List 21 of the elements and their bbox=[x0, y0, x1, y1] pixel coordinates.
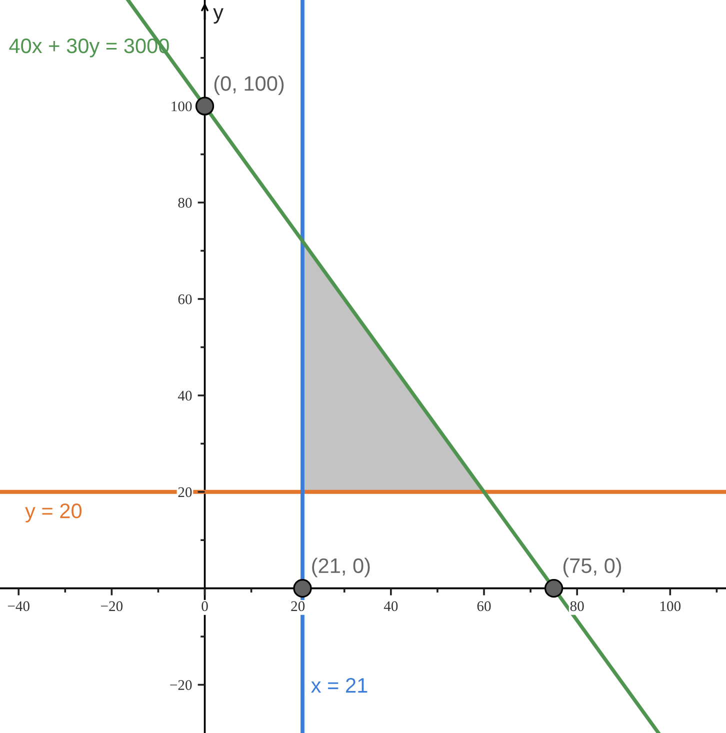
x-tick-label: 40 bbox=[384, 601, 398, 612]
y-tick-label: 40 bbox=[178, 390, 192, 401]
y-tick-label: −20 bbox=[170, 680, 192, 690]
y-tick-label: 20 bbox=[178, 487, 192, 498]
ref-line-label: x = 21 bbox=[311, 678, 368, 693]
data-label: (0, 100) bbox=[214, 76, 284, 95]
x-tick-label: 20 bbox=[291, 601, 305, 612]
data-label: (21, 0) bbox=[312, 558, 370, 578]
x-tick-label: −20 bbox=[101, 601, 123, 612]
line-series bbox=[126, 0, 660, 733]
ref-line-label: y = 20 bbox=[25, 504, 82, 522]
x-tick-label: 0 bbox=[202, 601, 208, 612]
y-tick-label: 60 bbox=[178, 294, 192, 304]
x-tick-label: 60 bbox=[477, 601, 491, 612]
y-tick-label: 100 bbox=[172, 101, 192, 112]
x-tick-label: 80 bbox=[570, 601, 584, 612]
x-tick-label: 100 bbox=[660, 601, 681, 612]
y-axis-title: y bbox=[213, 8, 224, 24]
x-tick-label: −40 bbox=[8, 601, 30, 612]
y-tick-label: 80 bbox=[178, 198, 192, 208]
data-label: (75, 0) bbox=[563, 558, 622, 578]
